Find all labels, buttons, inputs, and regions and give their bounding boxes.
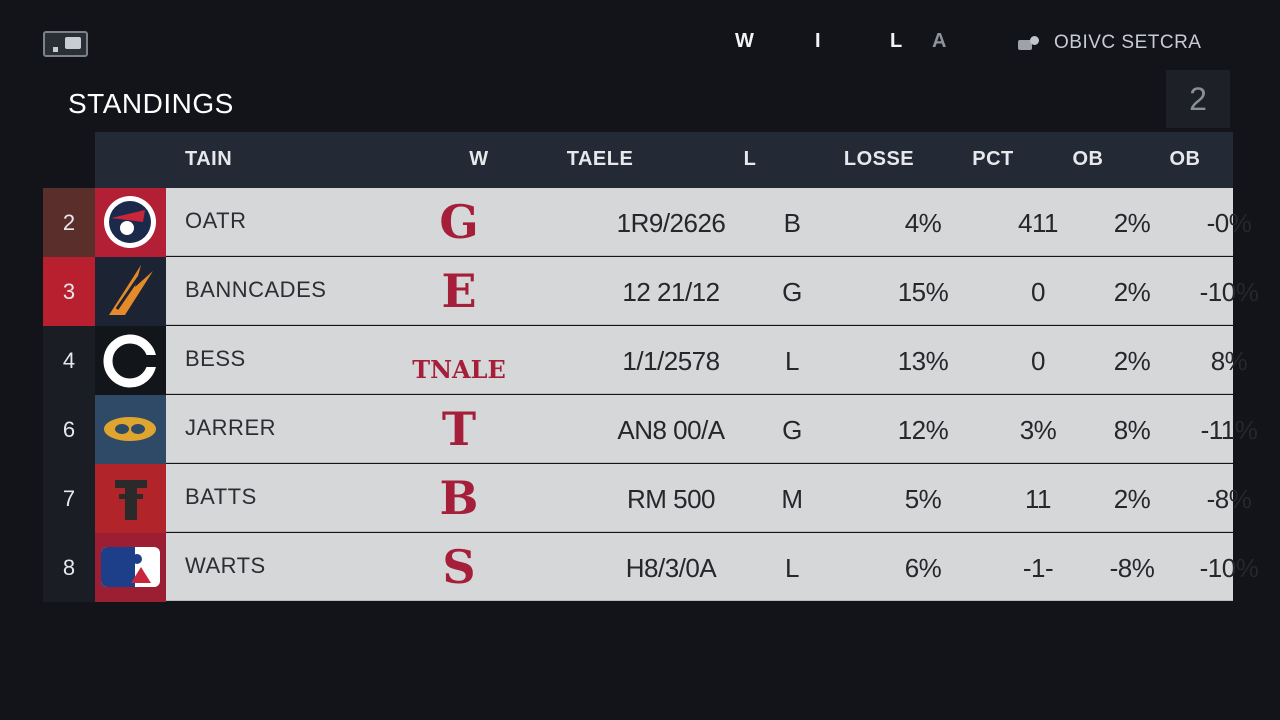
rank-cell: 2 xyxy=(43,188,95,257)
team-name[interactable]: JARRER xyxy=(185,415,277,440)
pct-cell: 0 xyxy=(1031,346,1045,376)
tab-w[interactable]: W xyxy=(735,30,755,52)
pretzel-icon xyxy=(95,395,166,464)
online-button[interactable]: OBIVC SETCRA xyxy=(1016,31,1201,55)
page-title: STANDINGS xyxy=(68,88,234,119)
table-row[interactable]: 7 BATTS B RM 500 M 5% 11 2% -8% xyxy=(43,464,1252,533)
losse-cell: 6% xyxy=(904,553,942,583)
table-header: TAIN W TAELE L LOSSE PCT OB OB xyxy=(95,132,1233,188)
row-data: BATTS B RM 500 M 5% 11 2% -8% xyxy=(166,464,1252,532)
losse-cell: 13% xyxy=(897,346,949,376)
rank-cell: 7 xyxy=(43,464,95,533)
ob-cell: 2% xyxy=(1113,277,1151,307)
record-cell: 1R9/2626 xyxy=(616,208,726,238)
ob2-cell: -10% xyxy=(1199,277,1259,307)
rank-cell: 8 xyxy=(43,533,95,602)
team-monogram-icon: G xyxy=(439,195,479,249)
team-name[interactable]: BANNCADES xyxy=(185,277,327,302)
table-row[interactable]: 6 JARRER T AN8 00/A G 12% 3% 8% -11% xyxy=(43,395,1258,464)
table-row[interactable]: 8 WARTS S H8/3/0A L 6% -1- -8% -10% xyxy=(43,533,1259,602)
tab-a[interactable]: A xyxy=(932,30,947,52)
rank-cell: 6 xyxy=(43,395,95,464)
row-data: BANNCADES E 12 21/12 G 15% 0 2% -10% xyxy=(166,257,1259,325)
c-logo-icon xyxy=(95,326,166,395)
tab-i[interactable]: I xyxy=(815,30,822,52)
ob-cell: 2% xyxy=(1113,484,1151,514)
team-monogram-icon: TNALE xyxy=(412,355,506,384)
row-data: WARTS S H8/3/0A L 6% -1- -8% -10% xyxy=(166,533,1259,601)
ob2-cell: -10% xyxy=(1199,553,1259,583)
online-label: OBIVC SETCRA xyxy=(1054,32,1202,53)
team-name[interactable]: BESS xyxy=(185,346,246,371)
row-data: OATR G 1R9/2626 B 4% 411 2% -0% xyxy=(166,188,1252,256)
record-cell: 12 21/12 xyxy=(622,277,720,307)
table-row[interactable]: 2 OATR G 1R9/2626 B 4% 411 2% -0% xyxy=(43,188,1252,257)
l-cell: G xyxy=(782,415,802,445)
l-cell: L xyxy=(785,553,799,583)
pct-cell: 11 xyxy=(1025,484,1052,514)
team-monogram-icon: B xyxy=(439,471,479,525)
l-cell: G xyxy=(782,277,802,307)
header-taele[interactable]: TAELE xyxy=(566,148,634,170)
losse-cell: 12% xyxy=(897,415,949,445)
pct-cell: 411 xyxy=(1018,208,1058,238)
ob-cell: 2% xyxy=(1113,208,1151,238)
team-monogram-icon: S xyxy=(442,540,476,594)
ob2-cell: 8% xyxy=(1210,346,1248,376)
pct-cell: 3% xyxy=(1019,415,1057,445)
ob2-cell: -11% xyxy=(1200,415,1258,445)
pct-cell: -1- xyxy=(1022,553,1054,583)
ob-cell: 2% xyxy=(1113,346,1151,376)
l-cell: L xyxy=(785,346,799,376)
team-name[interactable]: OATR xyxy=(185,208,247,233)
header-losse[interactable]: LOSSE xyxy=(843,148,915,170)
header-l[interactable]: L xyxy=(743,148,757,170)
ob2-cell: -0% xyxy=(1206,208,1252,238)
team-name[interactable]: WARTS xyxy=(185,553,266,578)
rank-cell: 4 xyxy=(43,326,95,395)
l-cell: M xyxy=(781,484,803,514)
record-cell: H8/3/0A xyxy=(625,553,717,583)
record-cell: AN8 00/A xyxy=(617,415,725,445)
team-name[interactable]: BATTS xyxy=(185,484,257,509)
header-team[interactable]: TAIN xyxy=(185,148,233,170)
bear-head-icon xyxy=(95,188,166,257)
losse-cell: 15% xyxy=(897,277,949,307)
claw-icon xyxy=(95,257,166,326)
header-w[interactable]: W xyxy=(469,148,489,170)
header-pct[interactable]: PCT xyxy=(972,148,1014,170)
league-logo-icon xyxy=(95,533,166,602)
page-number-badge[interactable]: 2 xyxy=(1166,70,1230,128)
header-ob-2[interactable]: OB xyxy=(1169,148,1201,170)
table-row[interactable]: 4 BESS TNALE 1/1/2578 L 13% 0 2% 8% xyxy=(43,326,1248,395)
team-monogram-icon: T xyxy=(441,402,477,456)
losse-cell: 4% xyxy=(904,208,942,238)
l-cell: B xyxy=(783,208,801,238)
app-logo-icon[interactable] xyxy=(43,31,88,57)
record-cell: 1/1/2578 xyxy=(622,346,720,376)
table-row[interactable]: 3 BANNCADES E 12 21/12 G 15% 0 2% -10% xyxy=(43,257,1259,326)
record-cell: RM 500 xyxy=(626,484,716,514)
rank-cell: 3 xyxy=(43,257,95,326)
losse-cell: 5% xyxy=(904,484,942,514)
tab-l[interactable]: L xyxy=(890,30,903,52)
online-icon xyxy=(1016,34,1042,52)
header-ob[interactable]: OB xyxy=(1072,148,1104,170)
row-data: JARRER T AN8 00/A G 12% 3% 8% -11% xyxy=(166,395,1258,463)
ob-cell: -8% xyxy=(1109,553,1155,583)
team-monogram-icon: E xyxy=(441,264,477,318)
ob2-cell: -8% xyxy=(1206,484,1252,514)
ob-cell: 8% xyxy=(1113,415,1151,445)
row-data: BESS TNALE 1/1/2578 L 13% 0 2% 8% xyxy=(166,326,1248,394)
t-logo-icon xyxy=(95,464,166,533)
pct-cell: 0 xyxy=(1031,277,1045,307)
